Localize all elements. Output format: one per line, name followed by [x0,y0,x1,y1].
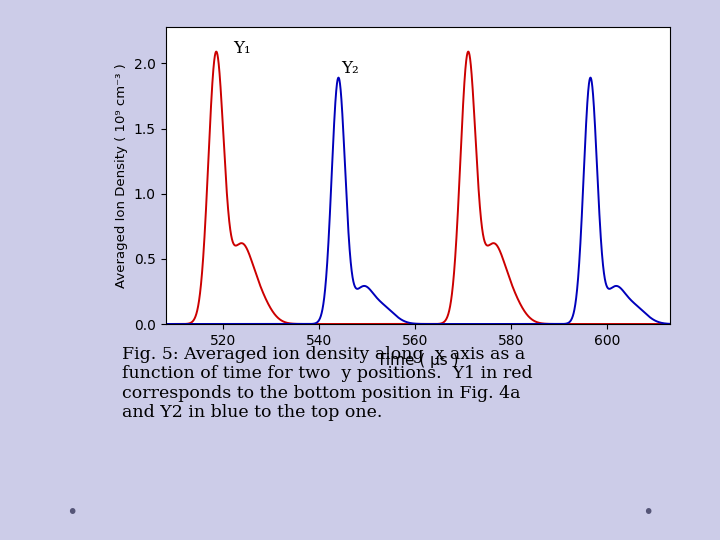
Text: Fig. 5: Averaged ion density along  x axis as a
function of time for two  y posi: Fig. 5: Averaged ion density along x axi… [122,346,533,421]
Text: Y₂: Y₂ [341,59,359,77]
Text: •: • [642,503,654,523]
X-axis label: Time ( μs ): Time ( μs ) [377,353,459,368]
Text: •: • [66,503,78,523]
Text: Y₁: Y₁ [233,40,251,57]
Y-axis label: Averaged Ion Density ( 10⁹ cm⁻³ ): Averaged Ion Density ( 10⁹ cm⁻³ ) [115,63,128,288]
